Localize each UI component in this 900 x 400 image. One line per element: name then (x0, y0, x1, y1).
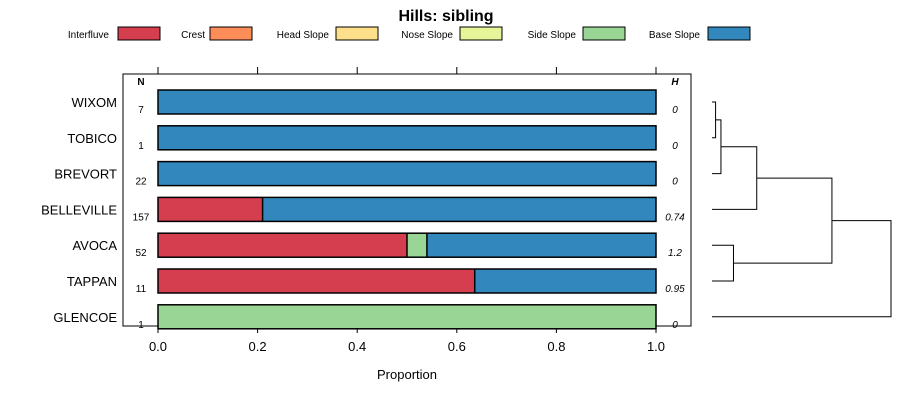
category-label-tappan: TAPPAN (67, 274, 117, 289)
h-value: 0.74 (665, 212, 685, 223)
h-value: 0 (672, 105, 678, 116)
h-value: 1.2 (668, 248, 682, 259)
bar-segment-brevort-base-slope (158, 161, 656, 186)
h-value: 0.95 (665, 284, 685, 295)
h-column-header: H (671, 77, 679, 88)
bar-segment-avoca-base-slope (426, 233, 656, 258)
legend-label-side-slope: Side Slope (528, 30, 577, 41)
legend-swatch-nose-slope (459, 26, 503, 41)
bar-outline-tappan (157, 268, 657, 294)
n-column-header: N (137, 77, 144, 88)
bar-segment-tappan-base-slope (474, 269, 656, 293)
chart-title: Hills: sibling (398, 8, 493, 25)
dendrogram-link-1 (712, 101, 717, 139)
legend-label-head-slope: Head Slope (277, 30, 330, 41)
h-value: 0 (672, 177, 678, 188)
dendrogram (712, 101, 892, 318)
bar-outline-belleville (157, 196, 657, 223)
h-value: 0 (672, 141, 678, 152)
legend-swatch-head-slope (335, 26, 379, 41)
category-label-belleville: BELLEVILLE (41, 202, 117, 217)
bar-segment-glencoe-side-slope (158, 304, 656, 329)
n-value: 22 (135, 177, 147, 188)
bar-segment-tappan-interfluve (158, 269, 475, 293)
category-label-wixom: WIXOM (72, 95, 118, 110)
legend-swatch-crest (209, 26, 253, 41)
x-tick-label: 0.4 (348, 339, 366, 354)
legend-label-crest: Crest (181, 30, 205, 41)
category-label-brevort: BREVORT (54, 167, 117, 182)
bar-segment-belleville-base-slope (262, 197, 656, 222)
dendrogram-link-4 (712, 244, 734, 282)
dendrogram-link-5 (733, 177, 833, 264)
legend-swatch-side-slope (582, 26, 626, 41)
x-axis: 0.0 0.2 0.4 0.6 0.8 1.0 (149, 67, 665, 354)
n-value: 157 (133, 212, 150, 223)
category-label-glencoe: GLENCOE (53, 310, 117, 325)
legend: Interfluve Crest Head Slope Nose Slope Side … (68, 26, 751, 41)
bar-segment-tobico-base-slope (158, 125, 656, 150)
category-label-avoca: AVOCA (72, 238, 117, 253)
x-tick-label: 0.8 (547, 339, 565, 354)
bar-outline-tobico (157, 125, 657, 151)
bar-rows: WIXOM 7 0 TOBICO 1 0 BREVORT 22 0 BELLEVILLE 157 0.… (41, 89, 685, 331)
legend-label-base-slope: Base Slope (649, 30, 701, 41)
h-value: 0 (672, 320, 678, 331)
bar-outline-glencoe (157, 304, 657, 330)
x-tick-label: 1.0 (647, 339, 665, 354)
bar-segment-avoca-side-slope (407, 233, 427, 258)
x-tick-label: 0.6 (448, 339, 466, 354)
legend-label-nose-slope: Nose Slope (401, 30, 453, 41)
bar-segment-avoca-interfluve (158, 233, 407, 258)
dendrogram-link-3 (712, 146, 758, 210)
legend-swatch-base-slope (707, 26, 751, 41)
bar-outline-brevort (157, 160, 657, 187)
n-value: 1 (138, 141, 144, 152)
x-axis-label: Proportion (377, 367, 437, 382)
bar-outline-avoca (157, 232, 657, 258)
legend-swatch-interfluve (117, 26, 161, 41)
n-value: 11 (136, 284, 147, 295)
x-tick-label: 0.0 (149, 339, 167, 354)
n-value: 1 (138, 320, 144, 331)
legend-label-interfluve: Interfluve (68, 30, 110, 41)
dendrogram-link-6 (712, 220, 892, 318)
bar-segment-wixom-base-slope (158, 90, 656, 114)
n-value: 7 (138, 105, 144, 116)
n-value: 52 (135, 248, 147, 259)
x-tick-label: 0.2 (249, 339, 267, 354)
category-label-tobico: TOBICO (67, 131, 117, 146)
bar-segment-belleville-interfluve (158, 197, 263, 222)
dendrogram-link-2 (712, 119, 722, 175)
bar-outline-wixom (157, 89, 657, 115)
